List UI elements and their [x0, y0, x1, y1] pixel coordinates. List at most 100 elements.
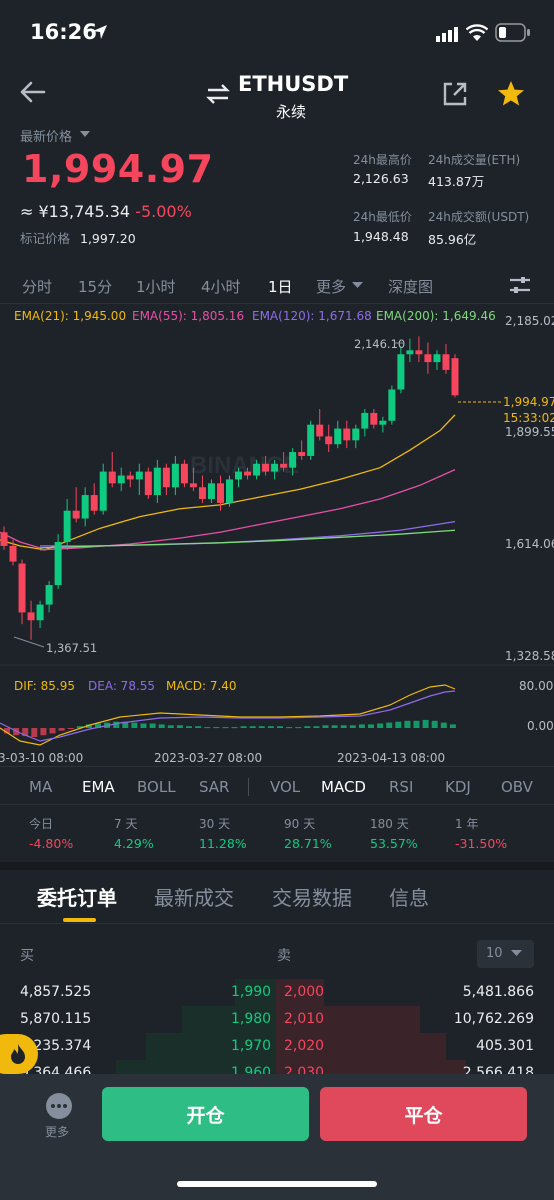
candle-body — [9, 545, 17, 562]
ind-rsi[interactable]: RSI — [389, 778, 414, 796]
ind-sar[interactable]: SAR — [199, 778, 230, 796]
bid-qty: 7,235.374 — [20, 1038, 92, 1054]
kline-chart[interactable]: BINANCE 2,185.021,899.551,614.061,328.58… — [0, 305, 554, 765]
vol-usdt-value: 85.96亿 — [428, 232, 477, 247]
caret-down-icon[interactable] — [80, 131, 90, 138]
price-tick: 2,185.02 — [505, 314, 554, 328]
chart-settings-icon[interactable] — [508, 274, 532, 296]
ind-macd[interactable]: MACD — [321, 778, 366, 796]
more-caret-icon[interactable] — [352, 282, 363, 289]
tf-timeline[interactable]: 分时 — [22, 278, 53, 296]
dif-legend: DIF: 85.95 — [14, 679, 75, 693]
orderbook-row[interactable]: 7,235.374 1,970 2,020 405.301 — [0, 1033, 554, 1060]
macd-bar — [395, 721, 402, 728]
orderbook-row[interactable]: 4,857.525 1,990 2,000 5,481.866 — [0, 979, 554, 1006]
macd-bar — [267, 726, 274, 728]
macd-bar — [249, 726, 256, 728]
swap-icon[interactable] — [205, 83, 231, 105]
tf-15m[interactable]: 15分 — [78, 278, 113, 296]
ema200-legend: EMA(200): 1,649.46 — [376, 309, 496, 323]
hot-floating-button[interactable] — [0, 1034, 38, 1074]
price-tick: 1,899.55 — [505, 425, 554, 439]
macd-bar — [76, 726, 83, 728]
orderbook-row[interactable]: 5,870.115 1,980 2,010 10,762.269 — [0, 1006, 554, 1033]
more-icon[interactable] — [46, 1093, 72, 1119]
candle-body — [316, 424, 324, 437]
orderbook-row[interactable]: 9,364.466 1,960 2,030 2,566.418 — [0, 1060, 554, 1074]
macd-bar — [313, 726, 320, 728]
last-price-label[interactable]: 最新价格 — [20, 130, 73, 145]
candle-body — [207, 483, 215, 499]
macd-bar — [449, 724, 456, 728]
macd-bar — [422, 719, 429, 728]
macd-bar — [140, 723, 147, 728]
tf-4h[interactable]: 4小时 — [201, 278, 241, 296]
tf-depth[interactable]: 深度图 — [388, 278, 434, 296]
cny-price: ≈ ¥13,745.34 — [20, 202, 131, 221]
candle-body — [433, 354, 441, 363]
macd-bar — [304, 726, 311, 728]
cny-price-line: ≈ ¥13,745.34 -5.00% — [20, 202, 192, 221]
battery-icon — [495, 23, 530, 42]
macd-bar — [413, 720, 420, 728]
back-arrow-icon[interactable] — [18, 80, 48, 104]
open-position-button[interactable]: 开仓 — [102, 1087, 309, 1141]
candle-body — [253, 463, 261, 476]
bid-qty: 4,857.525 — [20, 984, 92, 1000]
macd-bar — [158, 724, 165, 728]
ind-obv[interactable]: OBV — [501, 778, 533, 796]
macd-pane — [0, 684, 456, 746]
macd-bar — [222, 727, 229, 729]
favorite-star-icon[interactable] — [497, 80, 525, 107]
tf-1h[interactable]: 1小时 — [136, 278, 176, 296]
ema21-legend: EMA(21): 1,945.00 — [14, 309, 126, 323]
tab-info[interactable]: 信息 — [389, 886, 429, 910]
candle-body — [415, 350, 423, 355]
tf-1d[interactable]: 1日 — [268, 278, 293, 296]
tab-trades[interactable]: 最新成交 — [154, 886, 234, 910]
dif-line — [0, 684, 456, 746]
ind-ma[interactable]: MA — [29, 778, 53, 796]
macd-bar — [67, 728, 74, 729]
home-indicator — [177, 1181, 377, 1187]
indicator-divider — [248, 778, 249, 796]
macd-bar — [58, 728, 65, 731]
bid-qty: 5,870.115 — [20, 1011, 92, 1027]
ask-depth-bar — [276, 979, 324, 1006]
candle-body — [334, 428, 342, 445]
tab-orders[interactable]: 委托订单 — [37, 886, 117, 910]
depth-select-value: 10 — [486, 946, 503, 961]
perf-label-30d: 30 天 — [199, 817, 231, 831]
ind-ema[interactable]: EMA — [82, 778, 115, 796]
share-icon[interactable] — [442, 81, 468, 107]
symbol-title[interactable]: ETHUSDT — [238, 72, 349, 96]
macd-legend: MACD: 7.40 — [166, 679, 237, 693]
status-time: 16:26 — [30, 20, 97, 44]
vol-usdt-label: 24h成交额(USDT) — [428, 210, 530, 224]
macd-bar — [368, 724, 374, 728]
macd-tick-0: 0.00 — [527, 719, 554, 733]
candle-body — [72, 510, 80, 519]
candle-body — [442, 354, 450, 370]
low-mark-line — [13, 636, 45, 648]
macd-bar — [349, 725, 356, 728]
perf-value-180d: 53.57% — [370, 836, 418, 851]
ema120-legend: EMA(120): 1,671.68 — [252, 309, 372, 323]
candle-body — [244, 471, 252, 476]
low-label: 24h最低价 — [353, 210, 412, 224]
macd-bar — [131, 722, 138, 728]
ind-vol[interactable]: VOL — [270, 778, 301, 796]
more-label[interactable]: 更多 — [45, 1125, 70, 1139]
bid-qty: 9,364.466 — [20, 1065, 92, 1074]
ind-kdj[interactable]: KDJ — [445, 778, 471, 796]
macd-bar — [176, 725, 183, 728]
ind-boll[interactable]: BOLL — [137, 778, 176, 796]
candle-body — [343, 428, 351, 441]
tf-more[interactable]: 更多 — [316, 278, 347, 296]
depth-select[interactable]: 10 — [477, 940, 534, 968]
low-mark: 1,367.51 — [46, 641, 97, 655]
candle-body — [153, 467, 161, 496]
tab-data[interactable]: 交易数据 — [272, 886, 352, 910]
close-position-button[interactable]: 平仓 — [320, 1087, 527, 1141]
macd-bar — [240, 726, 247, 728]
